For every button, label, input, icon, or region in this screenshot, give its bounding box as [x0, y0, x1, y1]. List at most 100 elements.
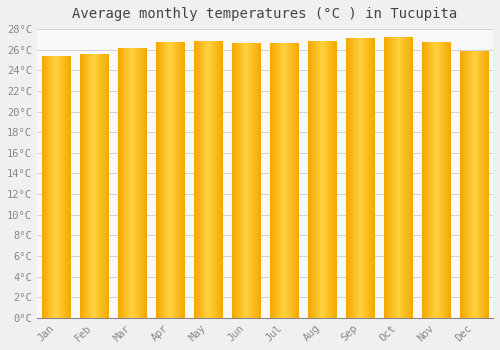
Bar: [404, 37, 406, 318]
Bar: [194, 41, 196, 318]
Bar: [470, 51, 471, 318]
Bar: [366, 38, 368, 318]
Bar: [194, 41, 222, 318]
Bar: [372, 38, 374, 318]
Bar: [52, 56, 54, 318]
Bar: [460, 51, 488, 318]
Bar: [346, 38, 348, 318]
Bar: [101, 54, 102, 318]
Bar: [242, 43, 244, 318]
Bar: [422, 42, 450, 318]
Bar: [310, 41, 312, 318]
Bar: [160, 42, 162, 318]
Bar: [144, 48, 146, 318]
Bar: [58, 56, 59, 318]
Bar: [426, 42, 427, 318]
Bar: [126, 48, 128, 318]
Bar: [96, 54, 98, 318]
Bar: [257, 43, 258, 318]
Bar: [466, 51, 468, 318]
Bar: [98, 54, 100, 318]
Bar: [428, 42, 429, 318]
Bar: [80, 54, 82, 318]
Bar: [54, 56, 56, 318]
Bar: [259, 43, 260, 318]
Bar: [141, 48, 142, 318]
Bar: [298, 43, 300, 318]
Bar: [210, 41, 212, 318]
Bar: [448, 42, 450, 318]
Bar: [326, 41, 328, 318]
Bar: [145, 48, 146, 318]
Bar: [222, 41, 224, 318]
Bar: [336, 41, 338, 318]
Bar: [297, 43, 298, 318]
Bar: [64, 56, 66, 318]
Bar: [204, 41, 206, 318]
Bar: [461, 51, 462, 318]
Bar: [162, 42, 164, 318]
Bar: [132, 48, 134, 318]
Bar: [328, 41, 330, 318]
Bar: [270, 43, 272, 318]
Bar: [284, 43, 286, 318]
Bar: [346, 38, 374, 318]
Bar: [370, 38, 372, 318]
Bar: [476, 51, 478, 318]
Bar: [90, 54, 92, 318]
Bar: [100, 54, 102, 318]
Bar: [406, 37, 408, 318]
Bar: [212, 41, 214, 318]
Bar: [320, 41, 322, 318]
Bar: [44, 56, 46, 318]
Bar: [62, 56, 64, 318]
Bar: [178, 42, 180, 318]
Bar: [218, 41, 220, 318]
Bar: [462, 51, 464, 318]
Bar: [462, 51, 463, 318]
Bar: [282, 43, 284, 318]
Bar: [67, 56, 68, 318]
Bar: [92, 54, 94, 318]
Bar: [68, 56, 69, 318]
Bar: [322, 41, 324, 318]
Bar: [156, 42, 157, 318]
Bar: [438, 42, 440, 318]
Bar: [146, 48, 148, 318]
Bar: [396, 37, 398, 318]
Bar: [270, 43, 298, 318]
Bar: [238, 43, 240, 318]
Bar: [318, 41, 320, 318]
Bar: [474, 51, 476, 318]
Bar: [130, 48, 132, 318]
Bar: [274, 43, 276, 318]
Bar: [350, 38, 351, 318]
Bar: [410, 37, 412, 318]
Bar: [244, 43, 246, 318]
Bar: [482, 51, 484, 318]
Bar: [86, 54, 88, 318]
Bar: [94, 54, 96, 318]
Bar: [430, 42, 432, 318]
Bar: [384, 37, 412, 318]
Bar: [364, 38, 366, 318]
Bar: [426, 42, 428, 318]
Bar: [386, 37, 388, 318]
Bar: [278, 43, 280, 318]
Bar: [142, 48, 144, 318]
Bar: [232, 43, 234, 318]
Bar: [384, 37, 385, 318]
Bar: [181, 42, 182, 318]
Bar: [166, 42, 168, 318]
Bar: [107, 54, 108, 318]
Bar: [362, 38, 364, 318]
Bar: [295, 43, 296, 318]
Bar: [61, 56, 62, 318]
Bar: [352, 38, 353, 318]
Bar: [348, 38, 350, 318]
Bar: [221, 41, 222, 318]
Bar: [464, 51, 466, 318]
Bar: [310, 41, 311, 318]
Bar: [69, 56, 70, 318]
Bar: [332, 41, 334, 318]
